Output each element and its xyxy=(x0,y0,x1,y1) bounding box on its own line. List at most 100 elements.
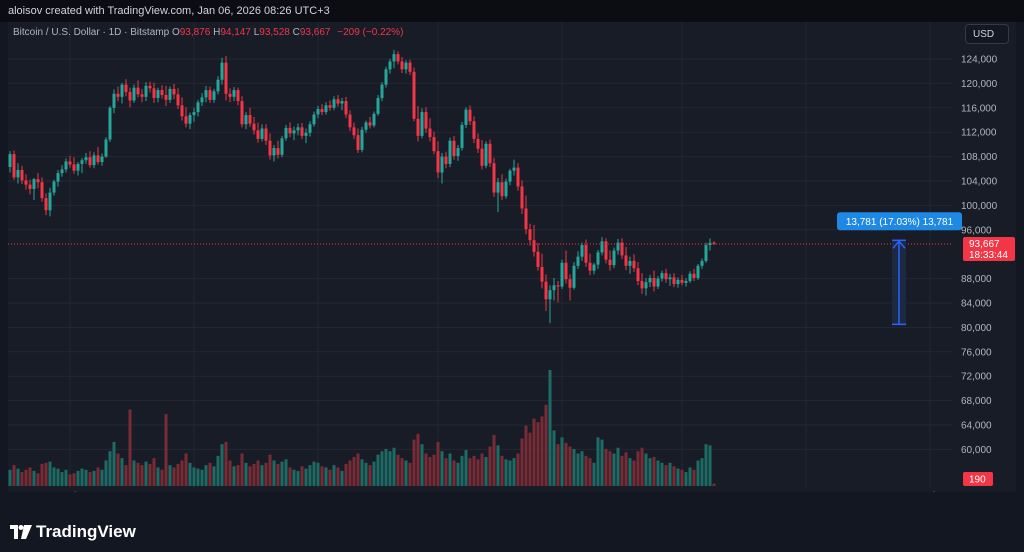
candle-body xyxy=(72,164,76,171)
candle-body xyxy=(500,182,504,197)
volume-bar xyxy=(376,454,380,486)
volume-bar xyxy=(152,458,156,486)
volume-bar xyxy=(196,468,200,486)
volume-bar xyxy=(568,446,572,486)
volume-bar xyxy=(208,462,212,486)
volume-bar xyxy=(684,472,688,486)
candle-body xyxy=(592,264,596,271)
candle-body xyxy=(128,91,132,101)
candle-body xyxy=(348,114,352,128)
time-tick-label: Nov xyxy=(553,491,571,492)
volume-bar xyxy=(244,462,248,486)
tradingview-logo[interactable]: TradingView xyxy=(10,521,136,543)
volume-bar xyxy=(136,462,140,486)
candle-body xyxy=(676,279,680,285)
currency-selector[interactable]: USD xyxy=(965,24,1009,44)
volume-bar xyxy=(396,454,400,486)
volume-bar xyxy=(148,463,152,486)
volume-bar xyxy=(592,462,596,486)
volume-bar xyxy=(240,453,244,486)
candle-body xyxy=(404,62,408,70)
price-tick-label: 124,000 xyxy=(961,55,998,66)
candle-body xyxy=(164,94,168,100)
candle-body xyxy=(636,268,640,282)
change-value: −209 (−0.22%) xyxy=(337,27,404,38)
volume-bar xyxy=(160,469,164,486)
price-tick-label: 60,000 xyxy=(961,445,992,456)
volume-bar xyxy=(664,465,668,486)
candle-body xyxy=(628,260,632,266)
price-tick-label: 104,000 xyxy=(961,177,998,188)
volume-bar xyxy=(36,473,40,486)
volume-bar xyxy=(688,467,692,486)
volume-bar xyxy=(352,457,356,486)
candle-body xyxy=(668,277,672,280)
volume-bar xyxy=(108,451,112,486)
candle-body xyxy=(624,255,628,266)
chart-area[interactable]: 13,781 (17.03%) 13,781 124,000 120,000 116… xyxy=(8,22,1016,492)
candle-body xyxy=(580,245,584,257)
volume-bar xyxy=(480,453,484,486)
volume-bar xyxy=(132,460,136,486)
volume-bar xyxy=(96,467,100,486)
candle-body xyxy=(688,273,692,282)
candle-body xyxy=(412,71,416,119)
volume-bar xyxy=(300,466,304,486)
price-tick-label: 64,000 xyxy=(961,421,992,432)
candle-body xyxy=(532,240,536,252)
candle-body xyxy=(436,151,440,173)
last-price-label-bg xyxy=(963,237,1015,262)
volume-bar xyxy=(428,457,432,486)
volume-bar xyxy=(464,450,468,486)
volume-bar xyxy=(700,458,704,486)
volume-bar xyxy=(72,473,76,486)
candle-body xyxy=(568,279,572,288)
candle-body xyxy=(640,281,644,289)
time-tick-label: Oct xyxy=(430,491,446,492)
volume-bar xyxy=(212,466,216,486)
volume-bar xyxy=(44,462,48,486)
volume-bar xyxy=(360,459,364,486)
volume-bar xyxy=(232,466,236,486)
symbol-legend: Bitcoin / U.S. Dollar · 1D · Bitstamp O9… xyxy=(13,27,403,38)
candle-body xyxy=(464,109,468,125)
volume-bar xyxy=(104,460,108,486)
volume-bar xyxy=(24,469,28,486)
volume-bar xyxy=(440,451,444,486)
volume-bar xyxy=(636,451,640,486)
time-tick-label: Feb xyxy=(921,491,939,492)
candle-body xyxy=(656,278,660,287)
volume-bar xyxy=(448,453,452,486)
candle-body xyxy=(324,105,328,113)
volume-bar xyxy=(380,451,384,486)
volume-bar xyxy=(336,467,340,486)
volume-bar xyxy=(180,460,184,486)
volume-bar xyxy=(652,457,656,486)
candle-body xyxy=(144,85,148,97)
candle-body xyxy=(376,98,380,114)
volume-bar xyxy=(16,468,20,486)
price-chart[interactable]: 13,781 (17.03%) 13,781 124,000 120,000 116… xyxy=(8,22,1016,492)
volume-bar xyxy=(680,469,684,486)
price-tick-label: 68,000 xyxy=(961,396,992,407)
volume-bar xyxy=(68,474,72,486)
candle-body xyxy=(180,105,184,117)
candle-body xyxy=(588,262,592,271)
volume-bar xyxy=(276,463,280,486)
volume-bar xyxy=(296,470,300,486)
volume-bar xyxy=(364,462,368,486)
candle-body xyxy=(336,99,340,104)
tradingview-logo-icon xyxy=(10,525,32,539)
candle-body xyxy=(616,242,620,251)
volume-bar xyxy=(656,460,660,486)
volume-bar xyxy=(224,441,228,486)
volume-bar xyxy=(420,444,424,486)
volume-bar xyxy=(56,468,60,486)
candle-body xyxy=(260,128,264,139)
candle-body xyxy=(476,138,480,149)
volume-bar xyxy=(236,465,240,486)
candle-body xyxy=(576,256,580,266)
volume-bar xyxy=(156,467,160,486)
candle-body xyxy=(552,285,556,291)
candle-body xyxy=(692,273,696,278)
